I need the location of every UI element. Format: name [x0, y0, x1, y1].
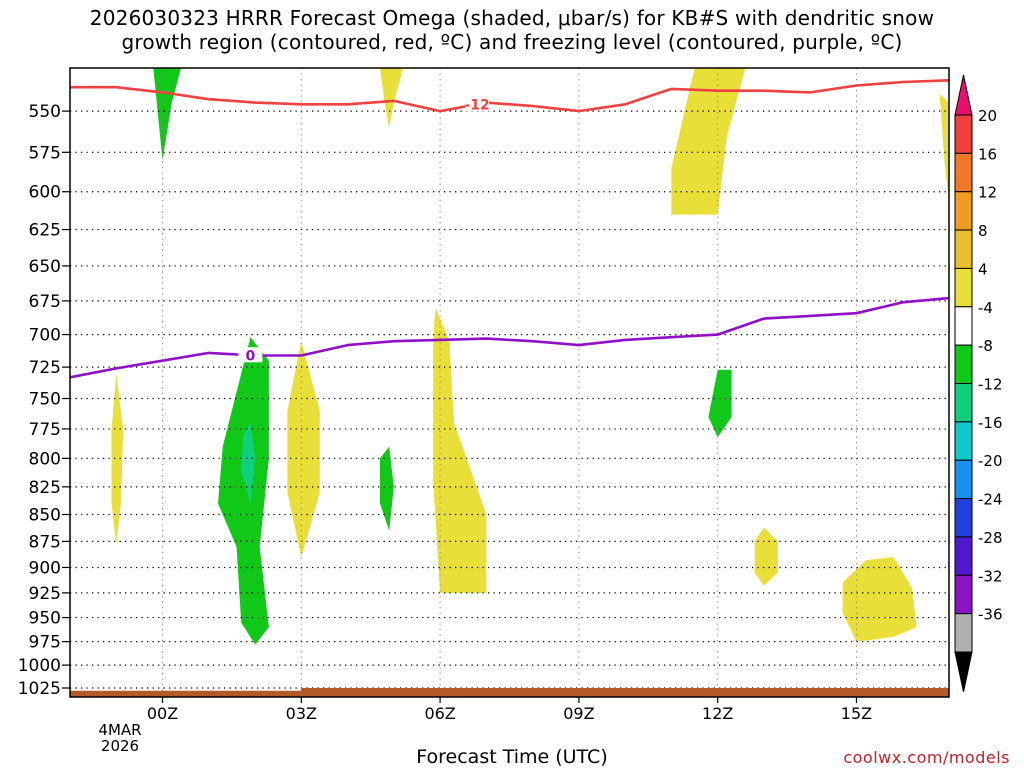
isotherm-line-0 — [70, 79, 949, 113]
y-tick-label-1025: 1025 — [18, 679, 61, 699]
omega-area-down-6 — [671, 68, 746, 215]
y-tick-label-600: 600 — [29, 183, 61, 203]
isotherm-label-bg-1 — [238, 347, 263, 363]
colorbar-label-16: 16 — [978, 145, 997, 163]
colorbar-swatch-8 — [954, 421, 973, 461]
colorbar-swatch-11 — [954, 536, 973, 576]
omega-area-down-5 — [380, 68, 404, 128]
colorbar-label--12: -12 — [978, 376, 1003, 394]
colorbar-legend: 20 16 12 8 4 -4 -8 -12 -16 -20 -24 -28 -32 -36 — [954, 74, 1003, 693]
isotherm-contours: -12 0 — [70, 79, 949, 379]
chart-title: 2026030323 HRRR Forecast Omega (shaded, … — [0, 6, 1024, 54]
y-tick-label-850: 850 — [29, 506, 61, 526]
y-tick-label-775: 775 — [29, 420, 61, 440]
y-tick-label-875: 875 — [29, 532, 61, 552]
colorbar-swatch-0 — [954, 114, 973, 154]
y-tick-label-950: 950 — [29, 609, 61, 629]
colorbar-label--24: -24 — [978, 491, 1003, 509]
colorbar-bottom-triangle — [954, 651, 973, 693]
y-tick-label-700: 700 — [29, 326, 61, 346]
start-day: 4MAR — [98, 721, 142, 739]
isotherm-label-bg-0 — [465, 96, 490, 112]
omega-area-up-3 — [380, 446, 394, 531]
isotherm-line-1 — [70, 296, 949, 379]
grid-lines — [70, 68, 949, 697]
colorbar-swatch-1 — [954, 152, 973, 193]
y-tick-label-750: 750 — [29, 390, 61, 410]
colorbar-label-12: 12 — [978, 184, 997, 202]
colorbar-label-8: 8 — [978, 222, 988, 240]
colorbar-swatch-2 — [954, 191, 973, 231]
colorbar-swatch-3 — [954, 229, 973, 269]
colorbar-label-20: 20 — [978, 107, 997, 125]
colorbar-label--8: -8 — [978, 337, 993, 355]
terrain-ground — [70, 688, 949, 697]
x-axis-title: Forecast Time (UTC) — [416, 746, 608, 768]
x-tick-label-06Z: 06Z — [424, 704, 455, 723]
y-tick-label-550: 550 — [29, 102, 61, 122]
y-tick-label-725: 725 — [29, 358, 61, 378]
colorbar-swatch-9 — [954, 459, 973, 500]
omega-area-up-4 — [708, 369, 732, 438]
chart-title-line-1: 2026030323 HRRR Forecast Omega (shaded, … — [89, 6, 935, 30]
y-tick-label-675: 675 — [29, 292, 61, 312]
omega-shading — [111, 68, 949, 645]
omega-area-down-8 — [111, 373, 124, 545]
colorbar-swatch-10 — [954, 498, 973, 538]
y-tick-label-825: 825 — [29, 478, 61, 498]
chart-title-line-2: growth region (contoured, red, ºC) and f… — [121, 30, 903, 54]
plot-border — [69, 67, 950, 698]
colorbar-swatch-13 — [954, 613, 973, 653]
colorbar-top-triangle — [954, 74, 973, 116]
ground-fill — [70, 688, 949, 697]
y-tick-label-900: 900 — [29, 558, 61, 578]
colorbar-label--20: -20 — [978, 452, 1003, 470]
y-tick-label-1000: 1000 — [18, 656, 61, 676]
colorbar-label-4: 4 — [978, 260, 988, 278]
y-tick-label-800: 800 — [29, 449, 61, 469]
omega-area-down-10 — [433, 307, 487, 593]
y-tick-label-575: 575 — [29, 143, 61, 163]
x-tick-label-09Z: 09Z — [563, 704, 594, 723]
colorbar-label--32: -32 — [978, 567, 1003, 585]
isotherm-label-0: -12 — [464, 97, 489, 113]
credit-link[interactable]: coolwx.com/models — [843, 748, 1010, 767]
colorbar-swatch-7 — [954, 383, 973, 423]
colorbar-swatch-12 — [954, 574, 973, 615]
omega-area-down-7 — [939, 94, 949, 204]
omega-area-down-12 — [842, 557, 917, 642]
isotherm-label-1: 0 — [246, 348, 256, 364]
y-axis-ticks: 550 575 600 625 650 675 700 725 750 775 800 825 850 8… — [18, 102, 70, 699]
x-tick-label-15Z: 15Z — [841, 704, 872, 723]
x-tick-label-12Z: 12Z — [702, 704, 733, 723]
colorbar-swatch-4 — [954, 267, 973, 308]
y-tick-label-925: 925 — [29, 584, 61, 604]
colorbar-label--16: -16 — [978, 414, 1003, 432]
x-axis-ticks: 00Z 03Z 06Z 09Z 12Z 15Z — [147, 697, 872, 723]
plot-frame — [69, 67, 950, 698]
x-tick-label-03Z: 03Z — [286, 704, 317, 723]
omega-area-up-0 — [153, 68, 181, 161]
colorbar-swatch-5 — [954, 306, 973, 346]
y-tick-label-625: 625 — [29, 221, 61, 241]
x-tick-label-00Z: 00Z — [147, 704, 178, 723]
omega-area-down-9 — [287, 341, 320, 558]
omega-area-down-11 — [754, 527, 778, 586]
colorbar-label--28: -28 — [978, 529, 1003, 547]
colorbar-label--36: -36 — [978, 606, 1003, 624]
omega-area-up-1 — [218, 337, 269, 645]
y-tick-label-650: 650 — [29, 257, 61, 277]
y-tick-label-975: 975 — [29, 633, 61, 653]
colorbar-swatch-6 — [954, 344, 973, 384]
omega-area-up-2 — [241, 422, 256, 504]
colorbar-label--4: -4 — [978, 299, 993, 317]
start-year: 2026 — [100, 737, 140, 755]
start-date-label: 4MAR 2026 — [80, 722, 160, 754]
